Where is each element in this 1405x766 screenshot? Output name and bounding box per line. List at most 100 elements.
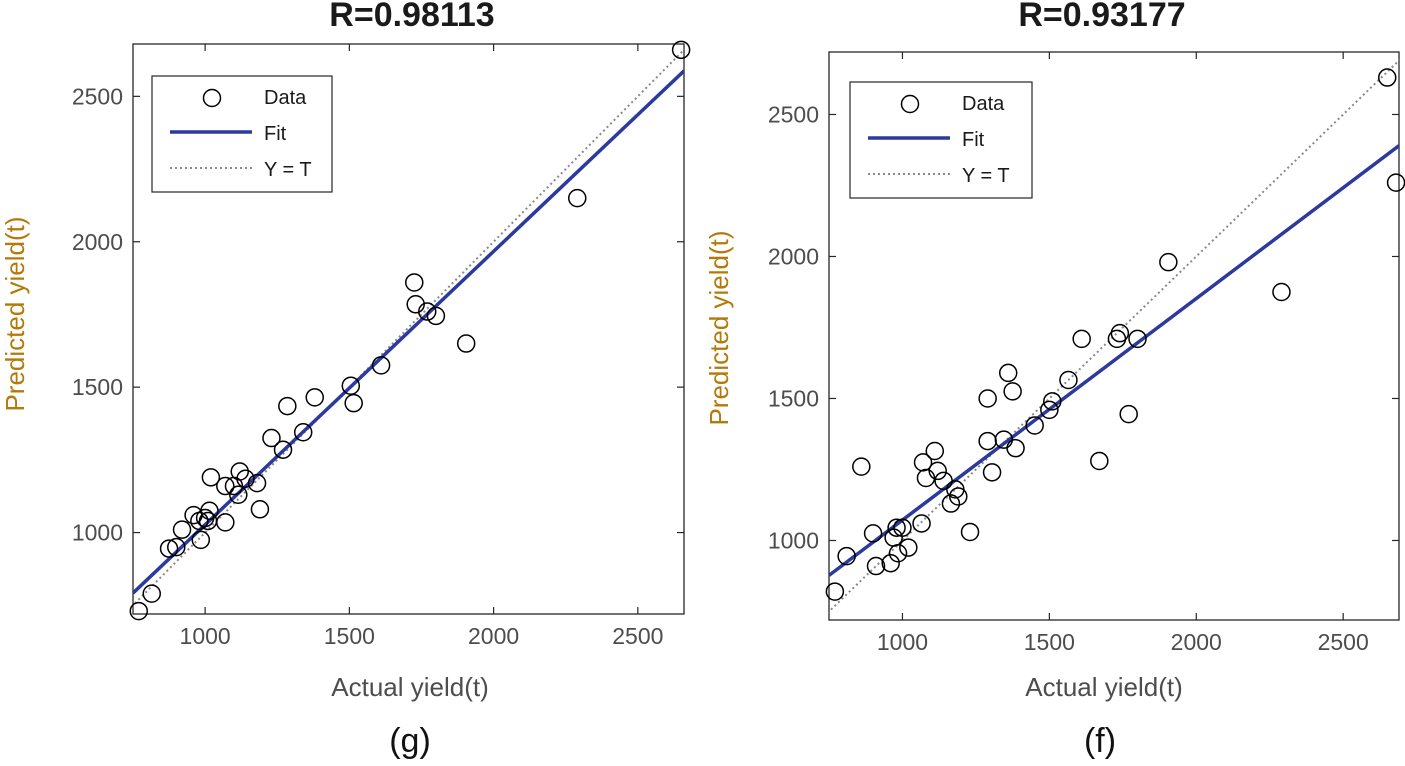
data-point: [1040, 400, 1059, 420]
data-point: [167, 537, 186, 557]
legend-entry-label: Data: [962, 93, 1005, 115]
data-point: [142, 584, 162, 603]
x-tick-label: 1000: [877, 629, 928, 655]
y-tick-label: 1000: [72, 520, 123, 546]
y-tick-label: 1500: [768, 385, 819, 411]
y-axis-label: Predicted yield(t): [0, 216, 30, 411]
legend-data-marker: [900, 94, 920, 114]
x-axis-label: Actual yield(t): [331, 672, 489, 702]
data-point: [305, 388, 324, 407]
x-tick-label: 2500: [612, 623, 663, 649]
x-tick-label: 2000: [1171, 629, 1222, 655]
data-point: [887, 518, 906, 537]
data-point: [928, 461, 947, 481]
tick-labels: 1000 1500 2000 2500 1000 1500 2000 2500: [768, 52, 1399, 655]
data-point: [1025, 416, 1044, 435]
data-point: [201, 468, 221, 487]
panel-caption: (f): [1084, 722, 1116, 760]
data-point: [371, 356, 391, 375]
data-point: [293, 422, 313, 442]
data-point: [229, 485, 248, 505]
y-tick-label: 2500: [72, 83, 123, 109]
y-tick-label: 2500: [768, 101, 819, 127]
data-point: [912, 514, 931, 533]
legend-box: [151, 75, 333, 193]
data-point: [262, 428, 281, 448]
data-point: [978, 389, 997, 408]
data-point: [671, 40, 691, 60]
identity-line: [133, 48, 684, 607]
chart-title: R=0.93177: [1018, 0, 1185, 34]
data-point: [1128, 329, 1147, 349]
x-tick-label: 1000: [180, 623, 231, 649]
data-point: [159, 539, 179, 558]
legend-box: [849, 81, 1033, 199]
data-point: [866, 556, 886, 576]
legend-data-marker: [202, 88, 222, 108]
y-tick-label: 2000: [72, 229, 123, 255]
data-point: [230, 462, 249, 481]
y-axis-label: Predicted yield(t): [704, 230, 734, 425]
data-point: [998, 363, 1018, 383]
data-point: [960, 522, 980, 542]
data-point: [216, 476, 235, 496]
data-point: [418, 302, 437, 321]
data-point: [344, 393, 363, 413]
data-point: [426, 306, 446, 326]
data-point: [1272, 282, 1291, 302]
data-point: [341, 376, 361, 395]
y-tick-label: 1000: [768, 527, 819, 553]
data-point: [925, 441, 945, 461]
fit-line: [133, 69, 684, 595]
y-tick-label: 1500: [72, 374, 123, 400]
data-point: [1377, 68, 1397, 87]
data-point: [191, 530, 211, 550]
data-point: [881, 553, 900, 573]
legend-entry-label: Data: [264, 87, 307, 109]
legend-entry-label: Fit: [962, 129, 985, 151]
data-point: [247, 473, 267, 493]
data-point: [172, 520, 192, 539]
data-point: [216, 513, 235, 532]
data-point: [1159, 252, 1178, 272]
legend-entry-label: Y = T: [264, 159, 312, 181]
chart-title: R=0.98113: [329, 0, 494, 34]
legend: Data Fit Y = T: [151, 75, 333, 193]
data-point: [278, 396, 297, 416]
data-point: [1072, 329, 1091, 349]
data-point: [236, 469, 255, 489]
data-point: [273, 440, 293, 459]
chart-panel-g: R=0.98113 1000 1500 2000 2500 1000 1500 2000 25…: [0, 0, 691, 760]
x-tick-label: 1500: [1024, 629, 1075, 655]
data-point: [913, 453, 933, 472]
data-point: [1090, 451, 1109, 471]
x-tick-label: 2500: [1318, 629, 1369, 655]
data-point: [941, 494, 961, 513]
data-points: [825, 68, 1405, 601]
data-point: [568, 188, 587, 208]
legend: Data Fit Y = T: [849, 81, 1033, 199]
legend-entry-label: Y = T: [962, 165, 1010, 187]
data-point: [852, 457, 871, 476]
data-point: [863, 524, 883, 543]
x-axis-label: Actual yield(t): [1025, 672, 1183, 702]
data-point: [837, 546, 856, 566]
data-point: [888, 544, 908, 563]
data-point: [129, 601, 149, 621]
data-point: [1003, 382, 1022, 401]
data-point: [825, 582, 845, 601]
data-point: [982, 463, 1002, 482]
data-point: [899, 538, 918, 557]
data-point: [405, 273, 424, 292]
panel-caption: (g): [389, 722, 431, 760]
data-point: [200, 501, 219, 521]
reference-lines: [133, 48, 684, 607]
x-tick-label: 2000: [468, 623, 519, 649]
data-point: [1006, 438, 1025, 458]
reference-lines: [829, 59, 1399, 613]
data-point: [1043, 392, 1062, 411]
x-tick-label: 1500: [324, 623, 375, 649]
data-point: [893, 518, 912, 537]
data-point: [1119, 404, 1138, 424]
